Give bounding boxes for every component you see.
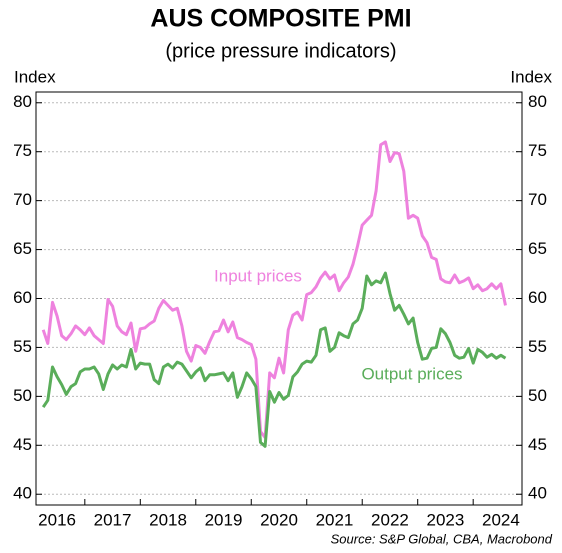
- x-tick-label: 2021: [316, 510, 354, 529]
- annotation: Input prices: [214, 266, 302, 285]
- y-tick-label: 50: [13, 386, 32, 405]
- x-tick-label: 2022: [371, 510, 409, 529]
- y-tick-label: 70: [13, 190, 32, 209]
- y2-tick-label: 55: [528, 337, 547, 356]
- y2-tick-label: 65: [528, 239, 547, 258]
- y-tick-label: 45: [13, 435, 32, 454]
- x-tick-label: 2020: [260, 510, 298, 529]
- y-tick-label: 65: [13, 239, 32, 258]
- y-tick-label: 55: [13, 337, 32, 356]
- y-tick-label: 60: [13, 288, 32, 307]
- x-tick-label: 2018: [149, 510, 187, 529]
- y2-tick-label: 40: [528, 484, 547, 503]
- source: Source: S&P Global, CBA, Macrobond: [331, 531, 553, 546]
- x-tick-label: 2017: [94, 510, 132, 529]
- series-line: [41, 271, 507, 448]
- x-tick-label: 2023: [427, 510, 465, 529]
- y2-tick-label: 75: [528, 141, 547, 160]
- y2-axis-label: Index: [510, 67, 552, 86]
- y-axis-label: Index: [14, 67, 56, 86]
- y2-tick-label: 70: [528, 190, 547, 209]
- x-tick-label: 2019: [205, 510, 243, 529]
- chart-title: AUS COMPOSITE PMI: [150, 5, 411, 33]
- series-line: [41, 140, 507, 439]
- x-tick-label: 2016: [38, 510, 76, 529]
- y2-tick-label: 50: [528, 386, 547, 405]
- annotation: Output prices: [361, 364, 462, 383]
- y-tick-label: 40: [13, 484, 32, 503]
- y-tick-label: 80: [13, 92, 32, 111]
- x-tick-label: 2024: [482, 510, 520, 529]
- plot-frame: [35, 91, 523, 506]
- y2-tick-label: 80: [528, 92, 547, 111]
- y-tick-label: 75: [13, 141, 32, 160]
- chart-subtitle: (price pressure indicators): [165, 40, 396, 62]
- y2-tick-label: 60: [528, 288, 547, 307]
- y2-tick-label: 45: [528, 435, 547, 454]
